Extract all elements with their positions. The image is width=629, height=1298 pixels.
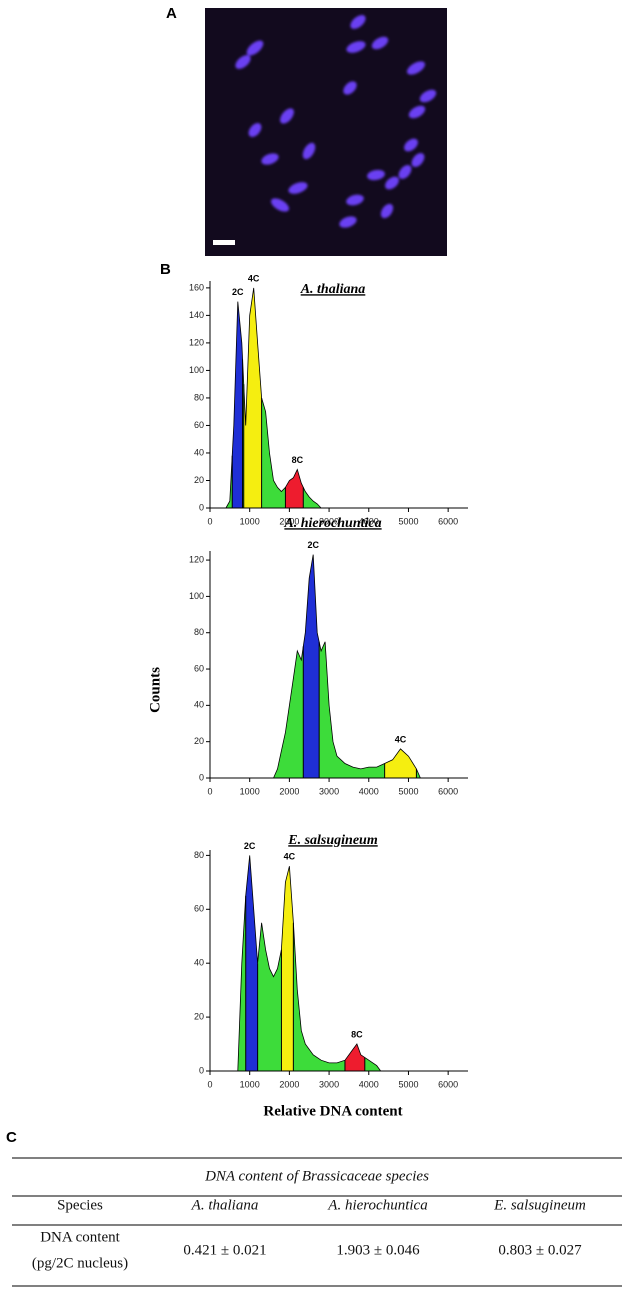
x-tick-label: 1000: [240, 1079, 260, 1089]
chart-title: A. thaliana: [300, 282, 366, 297]
histogram: 2C 4C 0 20 40 60 80 100 120 0 1000 2000 3000 4000 5000…: [189, 516, 468, 796]
table-cell: 0.421 ± 0.021: [183, 1242, 266, 1258]
x-tick-label: 3000: [319, 1079, 339, 1089]
area: [237, 855, 381, 1071]
x-tick-label: 4000: [359, 1079, 379, 1089]
x-tick-label: 2000: [279, 1079, 299, 1089]
table-header: E. salsugineum: [493, 1197, 586, 1213]
y-tick-label: 20: [194, 736, 204, 746]
table-cell: 0.803 ± 0.027: [498, 1242, 582, 1258]
y-tick-label: 80: [194, 850, 204, 860]
y-tick-label: 100: [189, 591, 204, 601]
x-tick-label: 6000: [438, 1079, 458, 1089]
x-tick-label: 0: [207, 1079, 212, 1089]
y-tick-label: 60: [194, 904, 204, 914]
x-tick-label: 1000: [240, 516, 260, 526]
x-tick-label: 3000: [319, 516, 339, 526]
y-tick-label: 0: [199, 772, 204, 782]
x-tick-label: 2000: [279, 516, 299, 526]
x-tick-label: 5000: [398, 786, 418, 796]
gate-fill: [243, 287, 262, 508]
x-tick-label: 1000: [240, 786, 260, 796]
gate-fill: [344, 1044, 365, 1071]
y-tick-label: 40: [194, 958, 204, 968]
y-tick-label: 0: [199, 502, 204, 512]
x-tick-label: 4000: [359, 786, 379, 796]
x-tick-label: 4000: [359, 516, 379, 526]
table-cell: DNA content: [40, 1229, 120, 1245]
chart-title: A. hierochuntica: [283, 516, 381, 531]
y-tick-label: 120: [189, 554, 204, 564]
x-tick-label: 0: [207, 786, 212, 796]
area: [273, 554, 421, 778]
y-tick-label: 20: [194, 475, 204, 485]
panel-label: B: [160, 261, 171, 278]
y-tick-label: 120: [189, 337, 204, 347]
gate-fill: [232, 301, 243, 508]
y-tick-label: 140: [189, 310, 204, 320]
y-tick-label: 20: [194, 1011, 204, 1021]
outline: [225, 287, 322, 509]
outline: [237, 855, 382, 1072]
gate-fill: [245, 855, 258, 1071]
peak-label: 4C: [248, 273, 260, 283]
table-cell: 1.903 ± 0.046: [336, 1242, 420, 1258]
y-axis-label: Counts: [147, 667, 163, 713]
x-tick-label: 0: [207, 516, 212, 526]
y-tick-label: 80: [194, 392, 204, 402]
table-header: A. hierochuntica: [327, 1197, 427, 1213]
y-tick-label: 40: [194, 700, 204, 710]
x-tick-label: 5000: [398, 1079, 418, 1089]
x-tick-label: 6000: [438, 516, 458, 526]
y-tick-label: 100: [189, 365, 204, 375]
table-header: A. thaliana: [191, 1197, 259, 1213]
peak-label: 2C: [232, 287, 244, 297]
table: DNA content of Brassicaceae species Spec…: [12, 1157, 622, 1287]
x-tick-label: 2000: [279, 786, 299, 796]
y-tick-label: 40: [194, 447, 204, 457]
peak-label: 2C: [244, 841, 256, 851]
x-tick-label: 5000: [398, 516, 418, 526]
y-tick-label: 80: [194, 627, 204, 637]
histogram: 2C 4C 8C 0 20 40 60 80 100 120 140 160 0 1000 2000 3000…: [189, 273, 468, 526]
table-title: DNA content of Brassicaceae species: [204, 1168, 429, 1184]
peak-label: 2C: [307, 540, 319, 550]
y-tick-label: 160: [189, 282, 204, 292]
peak-label: 4C: [284, 852, 296, 862]
outline: [273, 554, 421, 779]
gate-fill: [281, 866, 294, 1071]
x-axis-label: Relative DNA content: [263, 1103, 402, 1119]
table-header: Species: [57, 1197, 103, 1213]
y-tick-label: 0: [199, 1065, 204, 1075]
y-tick-label: 60: [194, 420, 204, 430]
x-tick-label: 3000: [319, 786, 339, 796]
chart-title: E. salsugineum: [287, 833, 378, 848]
histogram: 2C 4C 8C 0 20 40 60 80 0 1000 2000 3000 4000 5000 6000…: [194, 833, 468, 1089]
peak-label: 8C: [292, 455, 304, 465]
peak-label: 4C: [395, 734, 407, 744]
micrograph: [205, 8, 447, 256]
panel-label: A: [166, 5, 177, 22]
panel-label: C: [6, 1129, 17, 1146]
y-tick-label: 60: [194, 663, 204, 673]
x-tick-label: 6000: [438, 786, 458, 796]
gate-fill: [285, 469, 304, 508]
peak-label: 8C: [351, 1029, 363, 1039]
table-cell: (pg/2C nucleus): [32, 1255, 128, 1271]
